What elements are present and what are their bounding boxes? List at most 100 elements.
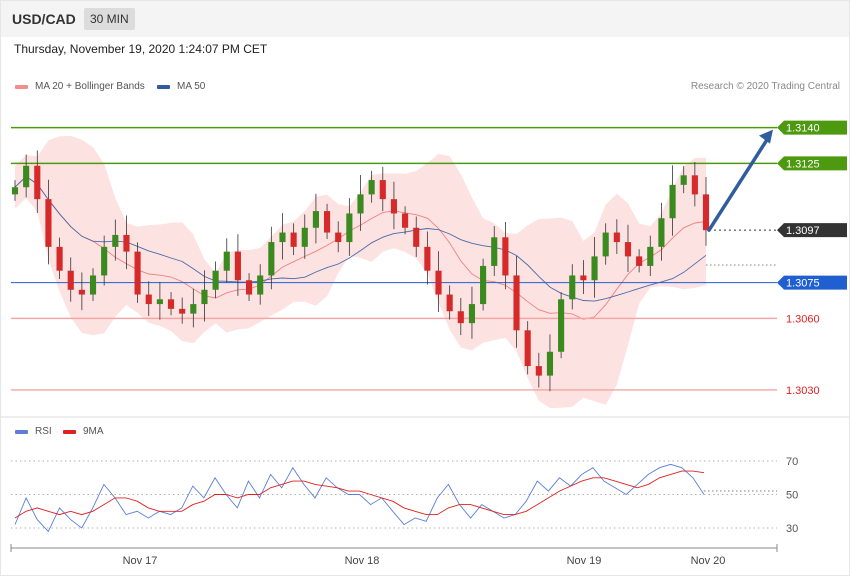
candle-body-12: [145, 294, 152, 305]
candle-body-57: [647, 246, 654, 266]
candle-body-36: [413, 227, 420, 247]
candle-body-32: [368, 180, 375, 195]
candle-body-16: [190, 304, 197, 314]
candle-body-55: [624, 242, 632, 257]
candle-body-25: [290, 232, 297, 247]
level-label-4: 1.3060: [786, 313, 820, 325]
x-tick-label-3: Nov 20: [691, 555, 726, 567]
candle-body-27: [312, 211, 319, 228]
candle-body-9: [112, 234, 119, 247]
projection-arrow-shaft: [707, 134, 771, 232]
candle-body-60: [680, 175, 687, 185]
candle-body-42: [480, 265, 487, 305]
candle-body-28: [323, 211, 331, 233]
candle-body-19: [223, 251, 230, 271]
candle-body-26: [301, 227, 308, 247]
candle-body-39: [446, 294, 453, 312]
ma50-line: [14, 175, 707, 302]
candle-body-37: [424, 246, 431, 271]
candle-body-3: [45, 199, 52, 247]
legend-9ma: 9MA: [63, 426, 104, 437]
candle-body-46: [524, 330, 531, 367]
level-tag-1: [777, 156, 847, 171]
rsi-tick-70: 70: [786, 456, 798, 468]
level-tag-3: [777, 275, 847, 290]
legend-9ma-label: 9MA: [83, 426, 104, 437]
candle-body-53: [602, 232, 609, 257]
x-tick-label-1: Nov 18: [345, 555, 380, 567]
candle-body-11: [134, 251, 141, 295]
level-tag-2: [777, 223, 847, 238]
candle-body-61: [691, 175, 698, 195]
candle-body-44: [502, 237, 509, 276]
candle-body-41: [468, 304, 476, 324]
candle-body-54: [613, 232, 620, 243]
rsi-tick-50: 50: [786, 490, 798, 502]
candle-body-8: [101, 246, 108, 276]
candle-body-47: [535, 366, 542, 376]
candle-body-7: [89, 275, 97, 295]
candle-body-18: [212, 270, 219, 290]
candle-body-20: [234, 251, 241, 281]
candle-body-24: [279, 232, 286, 243]
x-tick-label-2: Nov 19: [567, 555, 602, 567]
candle-body-52: [591, 256, 598, 281]
candle-body-0: [11, 187, 19, 195]
level-label-5: 1.3030: [786, 385, 820, 397]
candle-body-35: [402, 213, 409, 228]
candle-body-4: [56, 246, 63, 271]
legend-rsi-swatch: [15, 429, 28, 434]
candle-body-62: [702, 194, 710, 231]
candle-body-38: [435, 270, 442, 295]
legend-ma20-swatch: [15, 84, 28, 89]
legend-rsi-label: RSI: [35, 426, 52, 437]
candle-body-49: [558, 299, 565, 352]
candle-body-59: [669, 184, 676, 219]
candle-body-15: [179, 308, 186, 314]
symbol-label: USD/CAD: [12, 11, 76, 27]
candle-body-48: [546, 351, 554, 376]
legend-rsi: RSI: [15, 426, 52, 437]
candle-body-17: [201, 289, 208, 305]
candle-body-5: [67, 270, 74, 290]
x-tick-label-0: Nov 17: [123, 555, 158, 567]
timestamp: Thursday, November 19, 2020 1:24:07 PM C…: [14, 42, 268, 56]
candle-body-29: [335, 232, 342, 243]
candle-body-30: [346, 213, 353, 243]
candle-body-56: [636, 256, 643, 266]
candle-body-33: [379, 180, 386, 200]
candle-body-40: [457, 311, 464, 324]
candle-body-22: [257, 275, 264, 295]
candle-body-2: [34, 165, 41, 200]
timeframe-badge[interactable]: 30 MIN: [84, 8, 135, 30]
level-tag-0: [777, 120, 847, 135]
rsi-tick-30: 30: [786, 523, 798, 535]
legend-ma20-label: MA 20 + Bollinger Bands: [35, 81, 145, 92]
candle-body-45: [513, 275, 520, 331]
candle-body-13: [156, 299, 163, 305]
level-label-0: 1.3140: [786, 123, 820, 135]
projection-arrow-head: [759, 129, 773, 144]
credit-text: Research © 2020 Trading Central: [690, 81, 840, 92]
candle-body-6: [78, 289, 85, 295]
candle-body-10: [123, 234, 130, 252]
candle-body-23: [268, 242, 275, 276]
candle-body-51: [580, 275, 587, 281]
candle-body-1: [23, 165, 30, 188]
candle-body-14: [167, 299, 175, 309]
candle-body-58: [658, 218, 665, 247]
candle-body-31: [357, 194, 364, 214]
candle-body-43: [491, 237, 498, 266]
level-label-3: 1.3075: [786, 278, 820, 290]
header-bar: USD/CAD 30 MIN: [1, 1, 849, 37]
candle-body-21: [245, 280, 253, 295]
rsi-series-rsi: [14, 463, 705, 533]
bollinger-band-area: [15, 135, 706, 409]
legend-ma50: MA 50: [157, 81, 205, 92]
candle-body-34: [390, 199, 398, 214]
legend-9ma-swatch: [63, 429, 76, 434]
level-label-1: 1.3125: [786, 158, 820, 170]
level-label-2: 1.3097: [786, 225, 820, 237]
